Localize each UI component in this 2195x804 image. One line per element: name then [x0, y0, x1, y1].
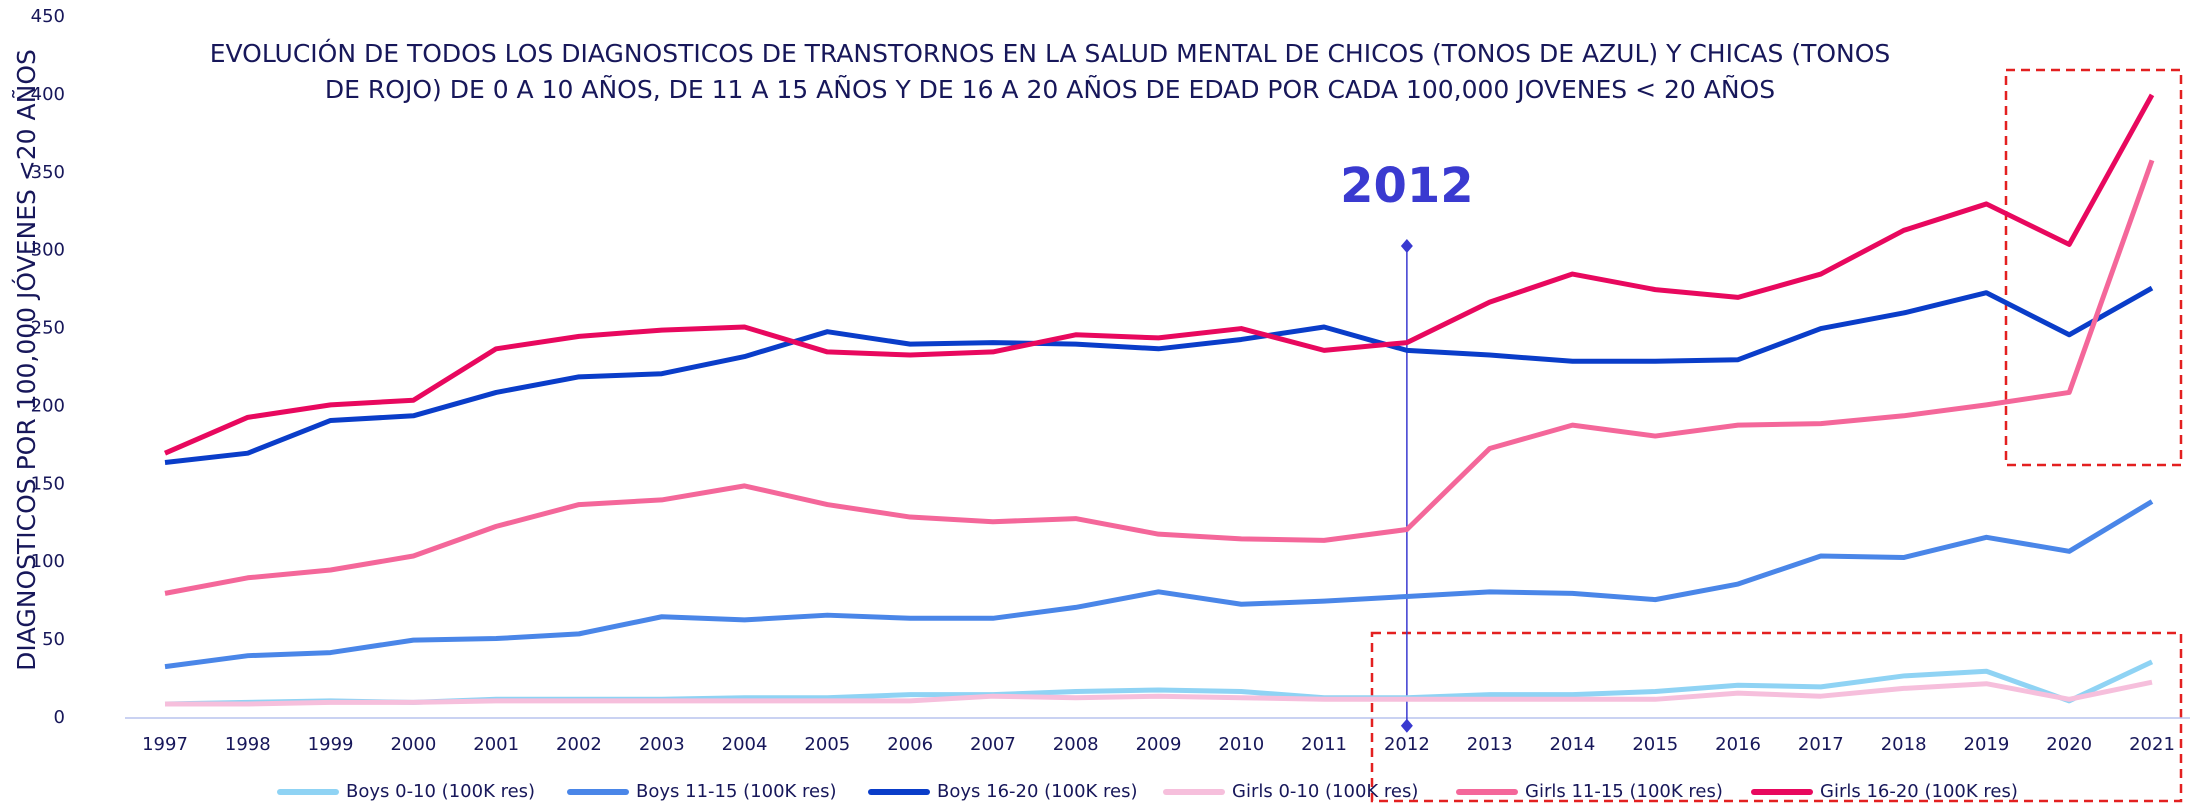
chart-title: EVOLUCIÓN DE TODOS LOS DIAGNOSTICOS DE T… — [209, 39, 1891, 104]
y-tick-label: 450 — [31, 6, 65, 27]
annotation-label: 2012 — [1340, 158, 1474, 214]
y-tick-label: 0 — [54, 707, 65, 728]
x-tick-label: 2012 — [1384, 734, 1430, 755]
series-line — [164, 285, 2154, 466]
x-tick-label: 1999 — [308, 734, 354, 755]
y-tick-label: 50 — [42, 629, 65, 650]
x-tick-label: 2017 — [1798, 734, 1844, 755]
x-tick-label: 2008 — [1053, 734, 1099, 755]
x-tick-label: 2021 — [2129, 734, 2175, 755]
x-tick-label: 2010 — [1218, 734, 1264, 755]
legend-label: Boys 11-15 (100K res) — [636, 781, 837, 802]
legend-label: Girls 11-15 (100K res) — [1525, 781, 1723, 802]
x-tick-label: 2005 — [804, 734, 850, 755]
x-tick-label: 1997 — [142, 734, 188, 755]
legend-label: Girls 16-20 (100K res) — [1820, 781, 2018, 802]
y-tick-label: 400 — [31, 84, 65, 105]
annotation-marker — [1400, 718, 1413, 733]
y-tick-label: 150 — [31, 473, 65, 494]
x-tick-label: 2001 — [473, 734, 519, 755]
y-axis-label: DIAGNOSTICOS POR 100,000 JÓVENES <20 AÑO… — [11, 49, 41, 671]
x-tick-label: 2007 — [970, 734, 1016, 755]
x-tick-label: 2000 — [390, 734, 436, 755]
x-tick-label: 2015 — [1632, 734, 1678, 755]
legend-label: Boys 0-10 (100K res) — [346, 781, 535, 802]
x-tick-label: 1998 — [225, 734, 271, 755]
legend-label: Girls 0-10 (100K res) — [1232, 781, 1418, 802]
series-line — [164, 159, 2155, 596]
y-tick-label: 100 — [31, 551, 65, 572]
x-tick-label: 2013 — [1467, 734, 1513, 755]
series-line — [165, 679, 2153, 707]
highlight-box — [1370, 631, 2183, 803]
y-tick-label: 350 — [31, 162, 65, 183]
x-tick-label: 2019 — [1964, 734, 2010, 755]
series-line — [164, 499, 2154, 670]
y-tick-label: 250 — [31, 318, 65, 339]
x-tick-label: 2009 — [1136, 734, 1182, 755]
legend-label: Boys 16-20 (100K res) — [937, 781, 1138, 802]
series-line — [164, 93, 2155, 456]
x-tick-label: 2014 — [1550, 734, 1596, 755]
x-tick-label: 2011 — [1301, 734, 1347, 755]
x-tick-label: 2020 — [2046, 734, 2092, 755]
x-tick-label: 2018 — [1881, 734, 1927, 755]
y-tick-label: 200 — [31, 395, 65, 416]
y-tick-label: 300 — [31, 240, 65, 261]
x-tick-label: 2003 — [639, 734, 685, 755]
x-tick-label: 2002 — [556, 734, 602, 755]
annotation-marker — [1400, 238, 1413, 253]
x-tick-label: 2004 — [722, 734, 768, 755]
highlight-box — [2004, 68, 2183, 467]
x-tick-label: 2006 — [887, 734, 933, 755]
x-tick-label: 2016 — [1715, 734, 1761, 755]
